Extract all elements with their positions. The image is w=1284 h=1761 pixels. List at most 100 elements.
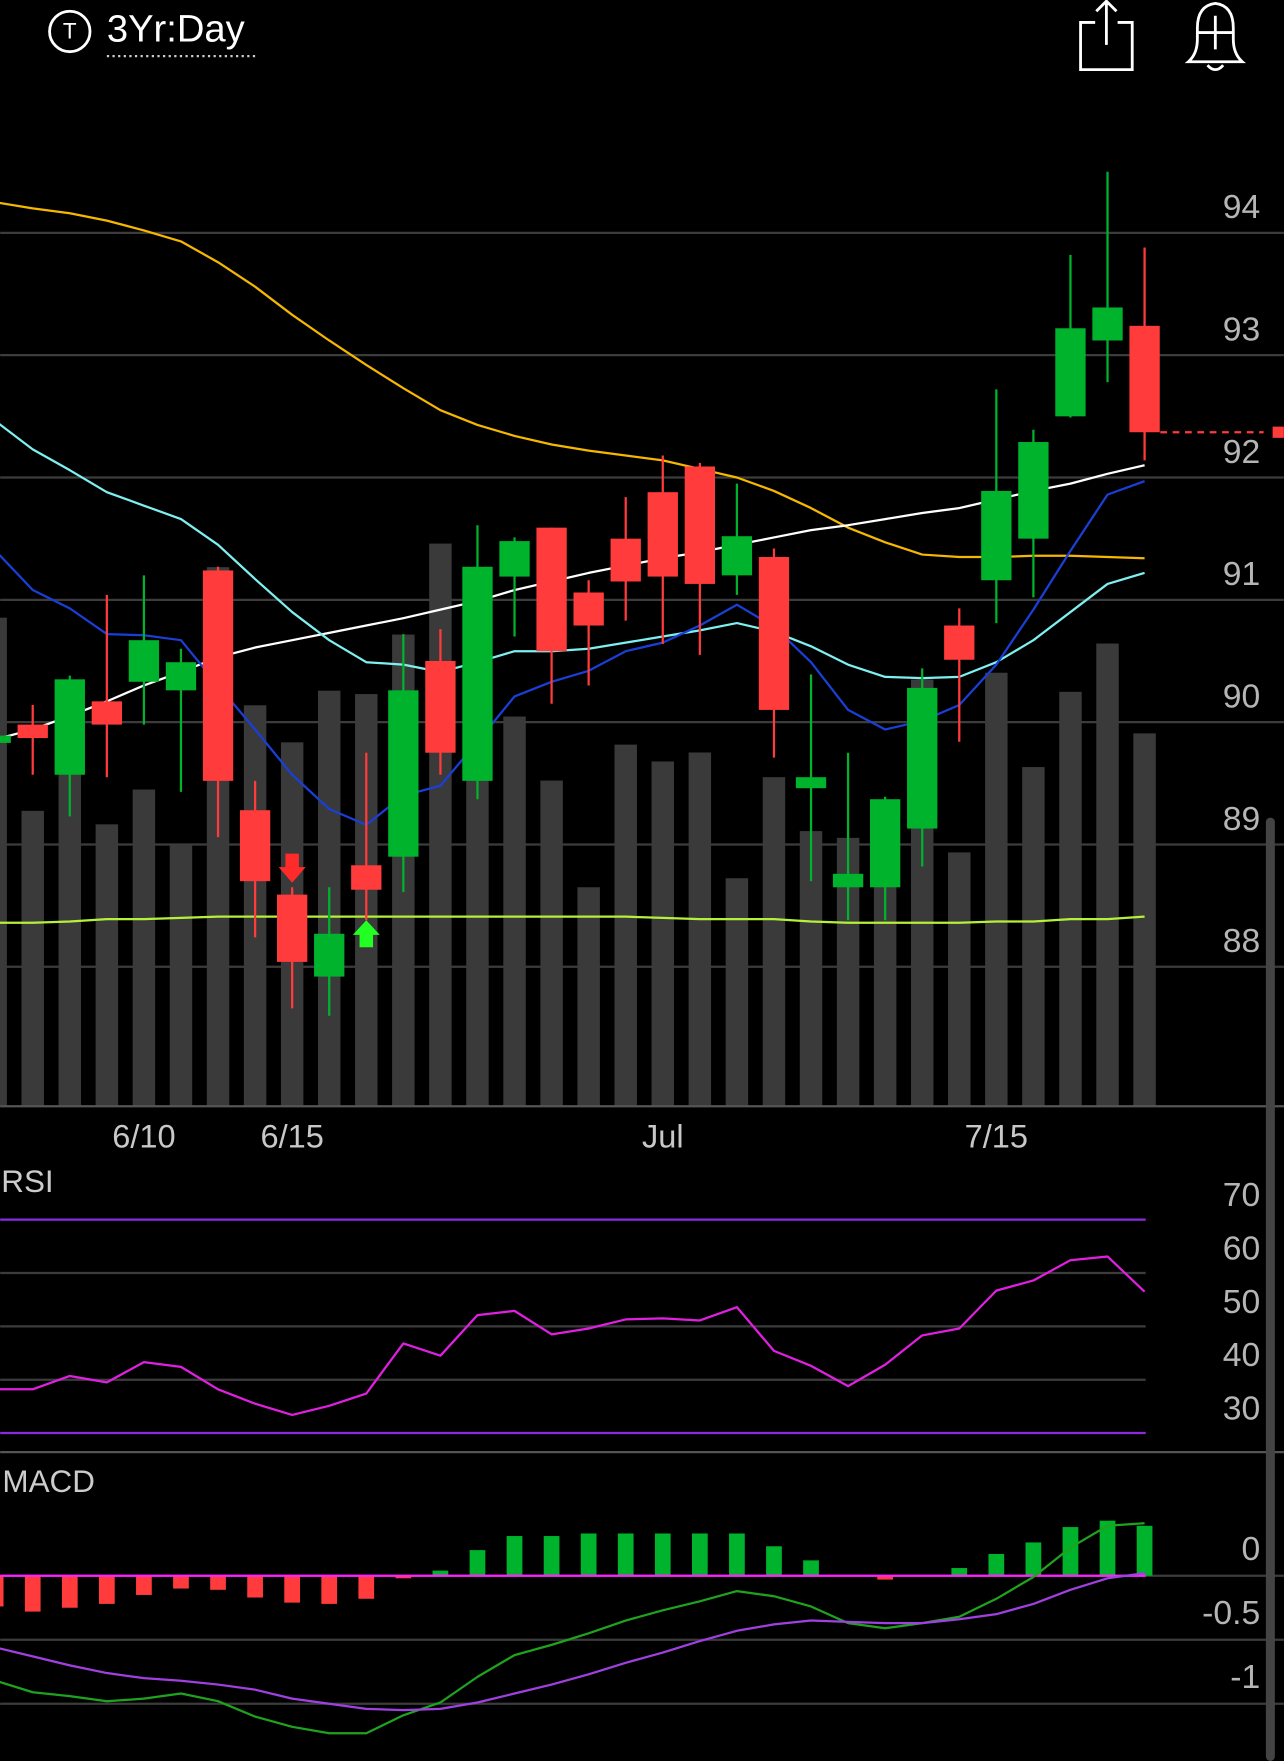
histogram-bar: [1099, 1520, 1116, 1576]
candle-body: [832, 873, 864, 888]
share-button[interactable]: [1079, 0, 1134, 72]
candle-body: [54, 679, 85, 775]
series-line: [0, 480, 1145, 827]
candle-body: [128, 640, 160, 682]
volume-bar: [1022, 767, 1045, 1107]
candle-body: [314, 933, 345, 977]
bell-plus: [1198, 15, 1233, 50]
x-tick-label: Jul: [642, 1118, 684, 1154]
histogram-bar: [1136, 1525, 1153, 1576]
header: T 3Yr:Day: [48, 0, 1247, 72]
histogram-bar: [98, 1575, 115, 1604]
panel-title: MACD: [2, 1464, 95, 1499]
y-tick-label: 89: [1223, 801, 1260, 838]
volume-bar: [132, 789, 156, 1107]
candle-body: [351, 865, 382, 890]
volume-bar: [762, 777, 786, 1107]
candle-body: [610, 538, 641, 582]
share-box: [1079, 21, 1134, 72]
histogram-bar: [136, 1575, 152, 1595]
histogram-bar: [395, 1575, 412, 1579]
ticker-icon[interactable]: [48, 9, 92, 54]
y-tick-label: 88: [1223, 923, 1260, 960]
histogram-bar: [247, 1575, 263, 1598]
histogram-bar: [210, 1575, 226, 1590]
candle-body: [944, 625, 975, 660]
ticker-icon-letter: T: [63, 19, 77, 44]
series-line: [0, 1522, 1145, 1735]
series-line: [0, 1572, 1145, 1712]
histogram-bar: [543, 1536, 560, 1576]
histogram-bar: [654, 1533, 671, 1576]
signal-arrow: [278, 853, 306, 883]
alert-button[interactable]: [1184, 1, 1247, 72]
volume-bar: [948, 852, 971, 1107]
y-tick-label: 70: [1223, 1177, 1260, 1214]
volume-bar: [429, 543, 452, 1107]
volume-bar: [799, 831, 823, 1107]
volume-bar: [614, 744, 637, 1107]
histogram-bar: [321, 1575, 338, 1604]
candle-body: [276, 894, 308, 962]
histogram-bar: [358, 1575, 375, 1599]
y-tick-label: 90: [1223, 678, 1260, 715]
histogram-bar: [24, 1575, 41, 1612]
candle-body: [869, 799, 901, 888]
series-line: [0, 915, 1145, 924]
histogram-bar: [61, 1575, 78, 1608]
histogram-bar: [951, 1568, 968, 1576]
volume-bar: [651, 761, 675, 1107]
histogram-bar: [877, 1575, 894, 1580]
y-tick-label: 30: [1223, 1390, 1260, 1427]
y-tick-label: 50: [1223, 1284, 1260, 1321]
candle-body: [758, 557, 790, 710]
candle-body: [202, 570, 234, 781]
volume-bar: [540, 780, 563, 1107]
volume-bar: [1096, 643, 1119, 1107]
histogram-bar: [803, 1560, 819, 1576]
y-tick-label: -0.5: [1202, 1595, 1260, 1632]
chart-layers: 88 89 90 91 92 93 94 6/10 6/15 Jul 7/15 30 40 50 60 70 R…: [0, 171, 1284, 1735]
y-tick-label: 94: [1223, 189, 1260, 226]
candle-body: [462, 566, 493, 781]
bell: [1184, 1, 1247, 64]
candle-body: [647, 492, 678, 577]
histogram-bar: [766, 1546, 782, 1576]
volume-bar: [725, 878, 749, 1107]
candle-body: [1018, 442, 1049, 539]
volume-bar: [21, 810, 44, 1107]
histogram-bar: [469, 1550, 486, 1576]
candle-body: [499, 541, 530, 577]
histogram-bar: [1062, 1527, 1079, 1576]
volume-bar: [1059, 691, 1082, 1107]
histogram-bar: [173, 1575, 189, 1589]
histogram-bar: [0, 1575, 4, 1607]
x-tick-label: 6/10: [112, 1118, 175, 1154]
x-tick-label: 6/15: [260, 1118, 323, 1154]
scrollbar[interactable]: [1265, 817, 1275, 1761]
y-tick-label: 92: [1223, 434, 1260, 471]
histogram-bar: [691, 1533, 708, 1576]
candle-body: [239, 810, 271, 882]
candle-body: [1055, 328, 1086, 417]
y-tick-label: 60: [1223, 1230, 1260, 1267]
timeframe-selector[interactable]: 3Yr:Day: [107, 8, 246, 51]
histogram-bar: [617, 1533, 634, 1576]
bell-clapper: [1206, 64, 1225, 72]
histogram-bar: [988, 1553, 1005, 1576]
x-tick-label: 7/15: [965, 1118, 1028, 1154]
last-price-marker: [1272, 426, 1284, 438]
series-line: [0, 1255, 1146, 1417]
candle-body: [907, 687, 938, 829]
share-arrow: [1095, 0, 1118, 45]
candle-body: [388, 690, 419, 857]
histogram-bar: [284, 1575, 301, 1603]
volume-bar: [169, 844, 193, 1107]
candle-body: [1129, 325, 1160, 433]
candle-body: [17, 724, 48, 739]
candle-body: [684, 466, 716, 584]
volume-bar: [836, 837, 860, 1107]
series-line: [0, 423, 1145, 680]
volume-bar: [58, 679, 82, 1107]
